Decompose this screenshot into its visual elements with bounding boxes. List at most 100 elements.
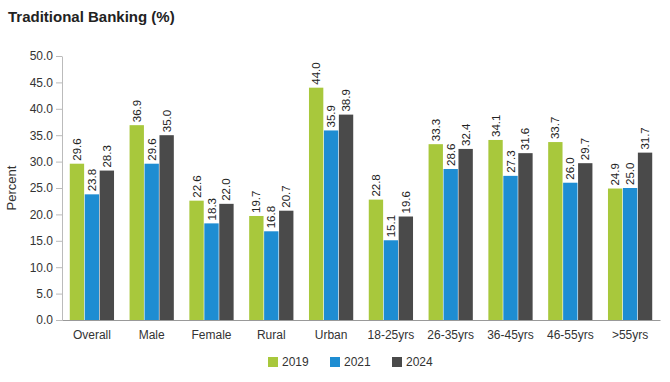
data-label: 28.3 [101,145,113,167]
data-label: 22.8 [370,174,382,196]
y-tick: 15.0 [30,234,62,248]
y-tick: 40.0 [30,102,62,116]
data-label: 25.0 [624,163,636,185]
x-tick: 36-45yrs [487,320,534,342]
x-tick: 26-35yrs [427,320,474,342]
bar [429,144,443,320]
x-tick: Male [139,320,165,342]
y-tick-label: 30.0 [30,155,54,169]
y-tick-label: 15.0 [30,234,54,248]
y-tick-mark [56,294,62,295]
x-tick: Female [191,320,231,342]
data-label: 29.6 [71,138,83,160]
data-label: 29.7 [579,138,591,160]
bar [70,164,84,320]
data-label: 27.3 [505,150,517,172]
data-label: 26.0 [564,157,576,179]
y-tick-label: 10.0 [30,261,54,275]
bar [145,164,159,320]
data-label: 18.3 [206,198,218,220]
legend-label: 2024 [406,355,433,369]
bar [189,201,203,320]
y-tick: 30.0 [30,155,62,169]
x-tick-label: 26-35yrs [427,328,474,342]
data-label: 24.9 [609,163,621,185]
data-label: 29.6 [146,138,158,160]
legend-swatch [392,357,402,367]
x-tick: 18-25yrs [368,320,415,342]
legend: 2019 2021 2024 [268,355,433,369]
y-tick-mark [56,56,62,57]
y-tick: 0.0 [36,313,62,327]
bar [623,188,637,320]
data-label: 19.7 [250,191,262,213]
data-label: 34.1 [490,115,502,137]
data-label: 32.4 [460,123,472,146]
bar [264,231,278,320]
x-tick-label: Urban [315,328,348,342]
y-tick: 25.0 [30,181,62,195]
chart: Traditional Banking (%) 0.0 5.0 10.0 15.0 20.… [0,0,670,382]
x-tick: Overall [73,320,111,342]
y-tick-mark [56,109,62,110]
data-label: 19.6 [400,191,412,213]
bar [638,153,652,320]
data-label: 35.0 [161,110,173,132]
x-tick: 46-55yrs [547,320,594,342]
bar [339,115,353,320]
bar [204,223,218,320]
y-tick-label: 20.0 [30,208,54,222]
bar [503,176,517,320]
x-tick-label: Overall [73,328,111,342]
bar [130,125,144,320]
y-tick: 45.0 [30,76,62,90]
y-tick: 5.0 [36,287,62,301]
y-tick-mark [56,320,62,321]
data-label: 22.0 [220,178,232,200]
data-label: 28.6 [445,144,457,166]
x-tick-label: Male [139,328,165,342]
bar [384,240,398,320]
bar [279,211,293,320]
y-tick: 35.0 [30,129,62,143]
data-label: 22.6 [191,175,203,197]
y-tick-mark [56,162,62,163]
legend-label: 2021 [344,355,371,369]
x-tick-label: Rural [257,328,286,342]
x-tick-label: Female [191,328,231,342]
bar [324,130,338,320]
bar [608,189,622,320]
data-label: 31.6 [519,128,531,150]
data-label: 36.9 [131,100,143,122]
bar [488,140,502,320]
y-tick-label: 0.0 [36,313,53,327]
y-tick-mark [56,214,62,215]
y-axis-title: Percent [4,165,19,210]
legend-item: 2021 [330,355,371,369]
y-tick-label: 25.0 [30,181,54,195]
bars [70,88,652,320]
legend-label: 2019 [282,355,309,369]
bar [100,171,114,320]
legend-item: 2019 [268,355,309,369]
x-axis: Overall Male Female Rural Urban 18-25yrs 26-35… [63,320,661,342]
legend-item: 2024 [392,355,433,369]
y-tick-mark [56,82,62,83]
data-label: 23.8 [86,169,98,191]
bar [85,194,99,320]
y-tick-mark [56,241,62,242]
y-tick-label: 35.0 [30,129,54,143]
bar [578,163,592,320]
bar [369,200,383,320]
data-labels: 29.636.922.619.744.022.833.334.133.724.9… [71,62,651,237]
x-axis-line [63,320,661,321]
bar [563,183,577,320]
plot: 0.05.010.015.020.025.030.035.040.045.050… [30,49,661,341]
data-label: 35.9 [325,105,337,127]
bar [249,216,263,320]
data-label: 33.3 [430,119,442,141]
y-tick-mark [56,135,62,136]
data-label: 38.9 [340,89,352,111]
y-tick-label: 40.0 [30,102,54,116]
title: Traditional Banking (%) [8,8,175,25]
